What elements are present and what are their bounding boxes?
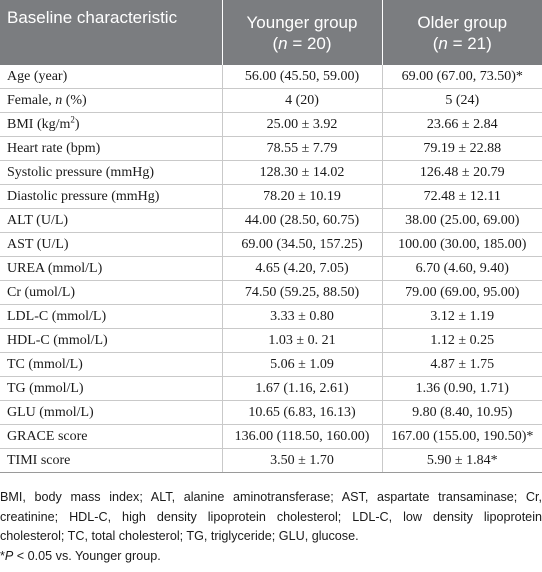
footnote-abbreviations: BMI, body mass index; ALT, alanine amino… bbox=[0, 490, 542, 543]
cell-older-alt: 38.00 (25.00, 69.00) bbox=[381, 208, 542, 233]
header-older-group: Older group (n = 21) bbox=[382, 0, 542, 65]
header-older-n-open: ( bbox=[432, 33, 439, 53]
row-label-tc: TC (mmol/L) bbox=[0, 352, 223, 377]
cell-younger-tg: 1.67 (1.16, 2.61) bbox=[221, 376, 383, 401]
row-label-female: Female, n (%) bbox=[0, 88, 223, 113]
cell-younger-timi: 3.50 ± 1.70 bbox=[221, 448, 383, 473]
cell-younger-alt: 44.00 (28.50, 60.75) bbox=[221, 208, 383, 233]
table-row: LDL-C (mmol/L) 3.33 ± 0.80 3.12 ± 1.19 bbox=[0, 304, 542, 329]
table-header: Baseline characteristic Younger group (n… bbox=[0, 0, 542, 65]
cell-younger-hdl: 1.03 ± 0. 21 bbox=[221, 328, 383, 353]
footnote-sig-rest: < 0.05 vs. Younger group. bbox=[13, 548, 161, 563]
cell-older-tg: 1.36 (0.90, 1.71) bbox=[381, 376, 542, 401]
row-label-systolic: Systolic pressure (mmHg) bbox=[0, 160, 223, 185]
cell-younger-ldl: 3.33 ± 0.80 bbox=[221, 304, 383, 329]
cell-younger-cr: 74.50 (59.25, 88.50) bbox=[221, 280, 383, 305]
footnote-sig-p: P bbox=[4, 548, 14, 563]
row-label-diastolic: Diastolic pressure (mmHg) bbox=[0, 184, 223, 209]
row-label-bmi: BMI (kg/m2) bbox=[0, 112, 223, 137]
row-label-ast: AST (U/L) bbox=[0, 232, 223, 257]
row-label-female-n: n bbox=[55, 92, 63, 108]
header-older-n: (n = 21) bbox=[433, 34, 492, 53]
cell-older-bmi: 23.66 ± 2.84 bbox=[381, 112, 542, 137]
table-row: GRACE score 136.00 (118.50, 160.00) 167.… bbox=[0, 424, 542, 449]
cell-younger-bmi: 25.00 ± 3.92 bbox=[221, 112, 383, 137]
cell-younger-urea: 4.65 (4.20, 7.05) bbox=[221, 256, 383, 281]
footnote-sig-star: * bbox=[0, 548, 5, 563]
row-label-tg: TG (mmol/L) bbox=[0, 376, 223, 401]
cell-older-hdl: 1.12 ± 0.25 bbox=[381, 328, 542, 353]
row-label-timi: TIMI score bbox=[0, 448, 223, 473]
row-label-glu: GLU (mmol/L) bbox=[0, 400, 223, 425]
cell-younger-systolic: 128.30 ± 14.02 bbox=[221, 160, 383, 185]
table-row: TC (mmol/L) 5.06 ± 1.09 4.87 ± 1.75 bbox=[0, 352, 542, 377]
cell-older-timi: 5.90 ± 1.84* bbox=[381, 448, 542, 473]
cell-younger-age: 56.00 (45.50, 59.00) bbox=[221, 65, 383, 89]
row-label-cr: Cr (umol/L) bbox=[0, 280, 223, 305]
row-label-urea: UREA (mmol/L) bbox=[0, 256, 223, 281]
header-younger-title: Younger group bbox=[246, 12, 358, 32]
cell-older-ast: 100.00 (30.00, 185.00) bbox=[381, 232, 542, 257]
row-label-bmi-sup: 2 bbox=[70, 113, 75, 124]
row-label-heart-rate: Heart rate (bpm) bbox=[0, 136, 223, 161]
row-label-bmi-pre: BMI (kg/m bbox=[7, 116, 71, 132]
row-label-hdl: HDL-C (mmol/L) bbox=[0, 328, 223, 353]
cell-older-systolic: 126.48 ± 20.79 bbox=[381, 160, 542, 185]
cell-younger-tc: 5.06 ± 1.09 bbox=[221, 352, 383, 377]
row-label-female-pre: Female, bbox=[7, 92, 56, 108]
header-younger-n-open: ( bbox=[272, 33, 279, 53]
table-row: UREA (mmol/L) 4.65 (4.20, 7.05) 6.70 (4.… bbox=[0, 256, 542, 281]
cell-younger-diastolic: 78.20 ± 10.19 bbox=[221, 184, 383, 209]
table-row: Systolic pressure (mmHg) 128.30 ± 14.02 … bbox=[0, 160, 542, 185]
table-body: Age (year) 56.00 (45.50, 59.00) 69.00 (6… bbox=[0, 65, 542, 473]
row-label-grace: GRACE score bbox=[0, 424, 223, 449]
table-row: Heart rate (bpm) 78.55 ± 7.79 79.19 ± 22… bbox=[0, 136, 542, 161]
row-label-age: Age (year) bbox=[0, 65, 223, 89]
cell-younger-female: 4 (20) bbox=[221, 88, 383, 113]
table-row: Female, n (%) 4 (20) 5 (24) bbox=[0, 88, 542, 113]
header-older-n-value: = 21) bbox=[447, 33, 492, 53]
header-younger-n-value: = 20) bbox=[287, 33, 332, 53]
table-row: TIMI score 3.50 ± 1.70 5.90 ± 1.84* bbox=[0, 448, 542, 473]
cell-older-urea: 6.70 (4.60, 9.40) bbox=[381, 256, 542, 281]
baseline-table-container: Baseline characteristic Younger group (n… bbox=[0, 0, 542, 473]
table-row: Cr (umol/L) 74.50 (59.25, 88.50) 79.00 (… bbox=[0, 280, 542, 305]
row-label-female-post: (%) bbox=[62, 92, 87, 108]
cell-younger-grace: 136.00 (118.50, 160.00) bbox=[221, 424, 383, 449]
table-row: HDL-C (mmol/L) 1.03 ± 0. 21 1.12 ± 0.25 bbox=[0, 328, 542, 353]
table-row: BMI (kg/m2) 25.00 ± 3.92 23.66 ± 2.84 bbox=[0, 112, 542, 137]
row-label-bmi-post: ) bbox=[74, 116, 80, 132]
cell-older-diastolic: 72.48 ± 12.11 bbox=[381, 184, 542, 209]
table-row: TG (mmol/L) 1.67 (1.16, 2.61) 1.36 (0.90… bbox=[0, 376, 542, 401]
cell-younger-heart-rate: 78.55 ± 7.79 bbox=[221, 136, 383, 161]
cell-older-ldl: 3.12 ± 1.19 bbox=[381, 304, 542, 329]
table-row: ALT (U/L) 44.00 (28.50, 60.75) 38.00 (25… bbox=[0, 208, 542, 233]
header-row: Baseline characteristic Younger group (n… bbox=[0, 0, 542, 65]
cell-older-grace: 167.00 (155.00, 190.50)* bbox=[381, 424, 542, 449]
header-younger-group: Younger group (n = 20) bbox=[222, 0, 383, 65]
cell-older-cr: 79.00 (69.00, 95.00) bbox=[381, 280, 542, 305]
row-label-ldl: LDL-C (mmol/L) bbox=[0, 304, 223, 329]
cell-older-glu: 9.80 (8.40, 10.95) bbox=[381, 400, 542, 425]
header-younger-n-italic: n bbox=[278, 33, 288, 53]
header-older-n-italic: n bbox=[438, 33, 448, 53]
table-row: GLU (mmol/L) 10.65 (6.83, 16.13) 9.80 (8… bbox=[0, 400, 542, 425]
cell-older-tc: 4.87 ± 1.75 bbox=[381, 352, 542, 377]
row-label-alt: ALT (U/L) bbox=[0, 208, 223, 233]
header-older-title: Older group bbox=[417, 12, 508, 32]
baseline-characteristics-table: Baseline characteristic Younger group (n… bbox=[0, 0, 542, 473]
cell-younger-glu: 10.65 (6.83, 16.13) bbox=[221, 400, 383, 425]
header-baseline-characteristic: Baseline characteristic bbox=[0, 0, 223, 65]
table-row: AST (U/L) 69.00 (34.50, 157.25) 100.00 (… bbox=[0, 232, 542, 257]
cell-older-age: 69.00 (67.00, 73.50)* bbox=[381, 65, 542, 89]
cell-older-female: 5 (24) bbox=[381, 88, 542, 113]
table-row: Diastolic pressure (mmHg) 78.20 ± 10.19 … bbox=[0, 184, 542, 209]
table-row: Age (year) 56.00 (45.50, 59.00) 69.00 (6… bbox=[0, 65, 542, 89]
header-younger-n: (n = 20) bbox=[272, 34, 331, 53]
cell-older-heart-rate: 79.19 ± 22.88 bbox=[381, 136, 542, 161]
table-footnote: BMI, body mass index; ALT, alanine amino… bbox=[0, 488, 542, 566]
footnote-significance: *P < 0.05 vs. Younger group. bbox=[0, 547, 542, 567]
cell-younger-ast: 69.00 (34.50, 157.25) bbox=[221, 232, 383, 257]
